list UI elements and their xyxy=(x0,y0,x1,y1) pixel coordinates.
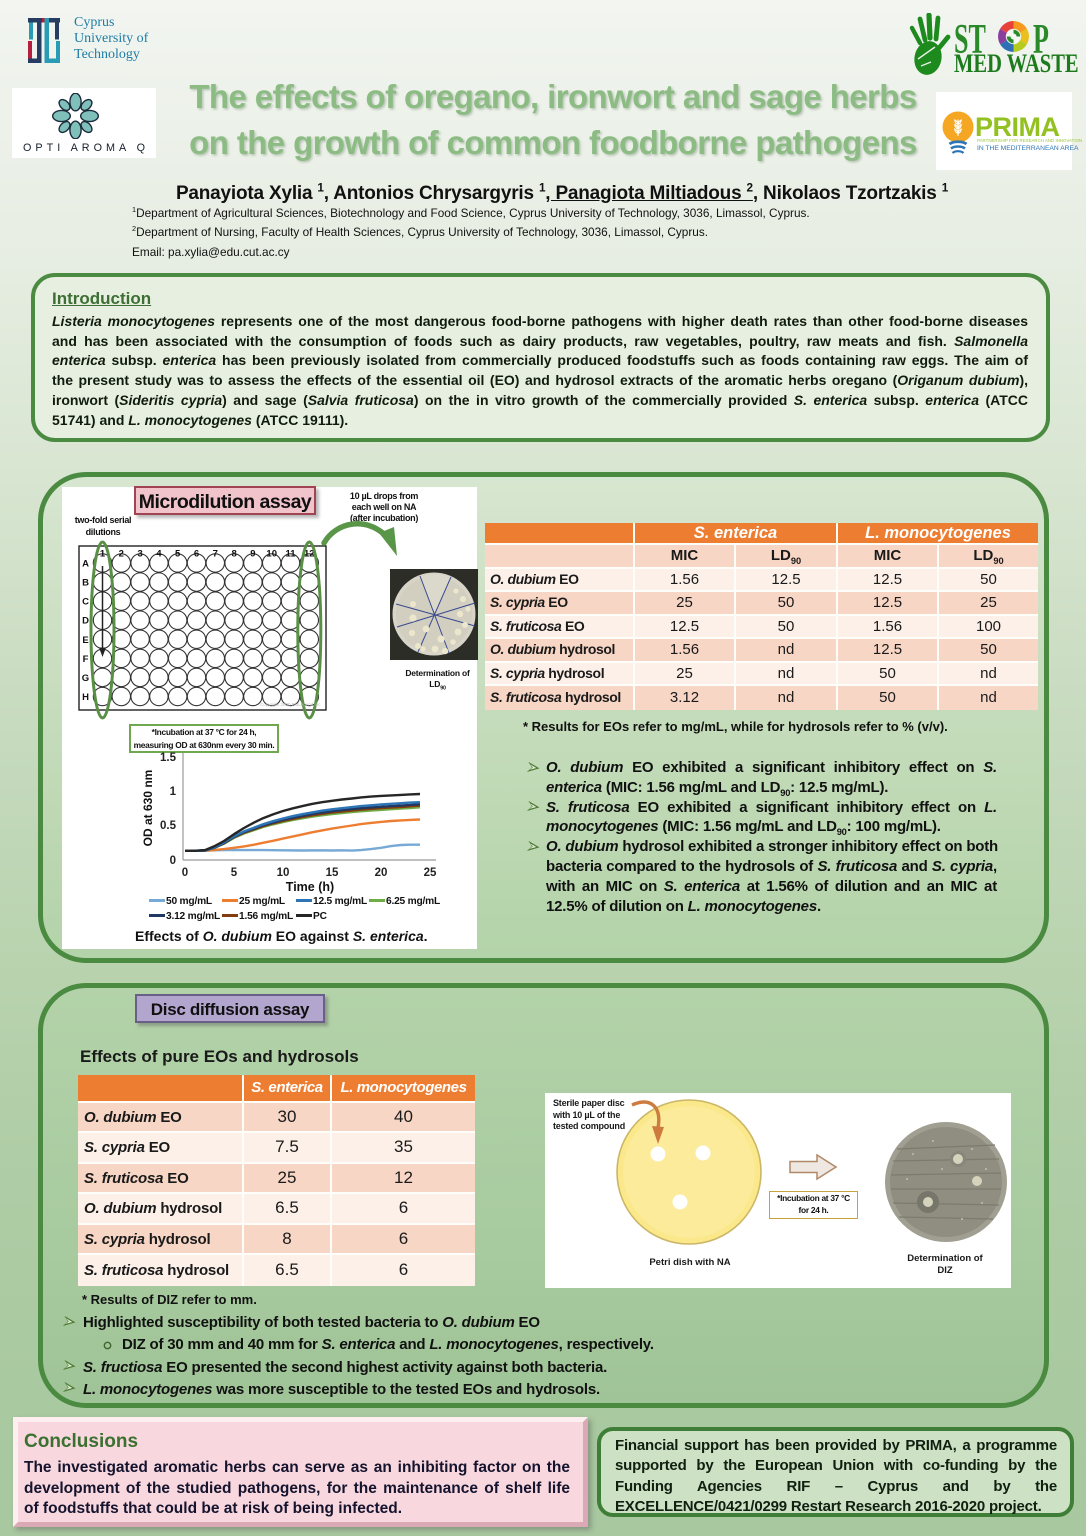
svg-text:0: 0 xyxy=(182,867,188,879)
svg-text:6: 6 xyxy=(194,549,199,560)
svg-text:3: 3 xyxy=(137,549,142,560)
svg-text:C: C xyxy=(82,597,89,608)
svg-text:5: 5 xyxy=(231,867,238,879)
svg-text:0: 0 xyxy=(170,855,176,867)
svg-text:A: A xyxy=(82,559,89,570)
svg-text:4: 4 xyxy=(156,549,162,560)
svg-text:OD at 630 nm: OD at 630 nm xyxy=(141,770,155,847)
svg-text:15: 15 xyxy=(326,867,339,879)
svg-text:5: 5 xyxy=(175,549,181,560)
svg-text:H: H xyxy=(82,692,89,703)
svg-text:9: 9 xyxy=(250,549,255,560)
svg-text:G: G xyxy=(82,673,89,684)
svg-text:25: 25 xyxy=(424,867,437,879)
svg-text:1: 1 xyxy=(170,786,177,798)
svg-text:11: 11 xyxy=(285,549,296,560)
svg-text:B: B xyxy=(82,578,89,589)
svg-text:D: D xyxy=(82,616,89,627)
svg-text:2: 2 xyxy=(119,549,124,560)
svg-text:Copyright 2009 BioLegend Inc: Copyright 2009 BioLegend Inc xyxy=(260,702,321,707)
svg-text:20: 20 xyxy=(375,867,388,879)
svg-text:8: 8 xyxy=(231,549,236,560)
svg-text:1: 1 xyxy=(100,549,106,560)
svg-text:0.5: 0.5 xyxy=(160,820,177,832)
svg-text:10: 10 xyxy=(277,867,290,879)
svg-text:12: 12 xyxy=(304,549,315,560)
svg-text:1.5: 1.5 xyxy=(160,752,177,764)
svg-text:E: E xyxy=(82,635,88,646)
svg-text:F: F xyxy=(83,654,89,665)
svg-text:10: 10 xyxy=(266,549,277,560)
svg-text:7: 7 xyxy=(213,549,218,560)
svg-text:Time (h): Time (h) xyxy=(286,880,334,894)
